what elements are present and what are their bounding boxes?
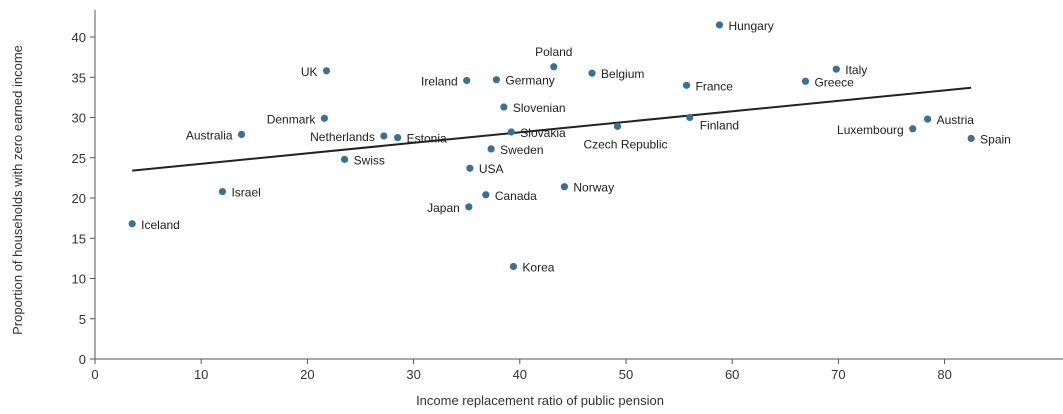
label-estonia: Estonia xyxy=(407,132,447,146)
point-luxembourg xyxy=(909,125,917,133)
point-estonia xyxy=(394,134,402,142)
x-tick-label: 50 xyxy=(619,367,633,382)
point-poland xyxy=(550,63,558,71)
label-korea: Korea xyxy=(522,260,554,274)
label-usa: USA xyxy=(479,162,504,176)
point-israel xyxy=(218,187,227,196)
label-japan: Japan xyxy=(427,201,460,215)
point-austria xyxy=(924,115,932,123)
point-australia xyxy=(237,130,246,139)
point-spain xyxy=(967,134,975,143)
point-netherlands xyxy=(380,132,388,140)
point-korea xyxy=(509,262,518,271)
x-tick-label: 60 xyxy=(725,367,739,382)
label-hungary: Hungary xyxy=(728,19,773,33)
point-france xyxy=(682,81,691,89)
y-tick-label: 10 xyxy=(72,272,86,287)
point-denmark xyxy=(320,114,328,122)
x-axis-ticks: 0 10 20 30 40 50 60 70 80 xyxy=(91,359,952,382)
label-belgium: Belgium xyxy=(601,67,644,81)
trend-line xyxy=(132,86,972,172)
y-tick-label: 25 xyxy=(72,151,86,166)
point-slovakia xyxy=(507,128,515,136)
point-slovenian xyxy=(500,103,508,111)
label-uk: UK xyxy=(301,65,318,79)
label-swiss: Swiss xyxy=(354,153,385,167)
x-axis-title: Income replacement ratio of public pensi… xyxy=(416,393,664,408)
point-canada xyxy=(482,191,490,199)
label-poland: Poland xyxy=(535,45,572,59)
point-italy xyxy=(832,65,840,73)
data-points: Iceland Israel Australia UK Denmark Swiss Neth… xyxy=(128,19,1011,274)
point-hungary xyxy=(715,21,724,29)
label-iceland: Iceland xyxy=(141,218,180,232)
label-luxembourg: Luxembourg xyxy=(837,123,904,137)
point-czech-republic xyxy=(613,122,622,130)
y-tick-label: 15 xyxy=(72,231,86,246)
y-tick-label: 35 xyxy=(72,70,86,85)
point-greece xyxy=(801,77,810,85)
x-tick-label: 10 xyxy=(194,367,208,382)
label-australia: Australia xyxy=(186,128,233,142)
y-axis-ticks: 0 5 10 15 20 25 30 35 40 xyxy=(72,30,95,367)
point-usa xyxy=(466,164,474,172)
label-austria: Austria xyxy=(937,113,975,127)
y-tick-label: 40 xyxy=(72,30,86,45)
point-germany xyxy=(492,76,501,84)
label-greece: Greece xyxy=(814,75,854,89)
point-japan xyxy=(465,203,473,211)
y-tick-label: 0 xyxy=(79,352,86,367)
label-norway: Norway xyxy=(573,181,614,195)
point-belgium xyxy=(588,69,596,77)
label-israel: Israel xyxy=(231,186,260,200)
x-tick-label: 80 xyxy=(937,367,951,382)
x-tick-label: 0 xyxy=(91,367,98,382)
x-tick-label: 30 xyxy=(406,367,420,382)
point-ireland xyxy=(463,76,471,85)
y-axis-title: Proportion of households with zero earne… xyxy=(10,45,25,335)
label-finland: Finland xyxy=(700,119,739,133)
label-sweden: Sweden xyxy=(500,143,543,157)
label-canada: Canada xyxy=(495,189,537,203)
point-finland xyxy=(686,113,694,122)
x-tick-label: 40 xyxy=(513,367,527,382)
label-czech-republic: Czech Republic xyxy=(583,137,667,151)
label-slovenian: Slovenian xyxy=(513,101,566,115)
label-netherlands: Netherlands xyxy=(310,130,375,144)
label-denmark: Denmark xyxy=(267,112,317,126)
point-uk xyxy=(322,67,331,75)
x-tick-label: 70 xyxy=(831,367,845,382)
y-tick-label: 30 xyxy=(72,111,86,126)
x-tick-label: 20 xyxy=(300,367,314,382)
y-tick-label: 5 xyxy=(79,312,86,327)
label-france: France xyxy=(696,79,734,93)
point-norway xyxy=(560,183,569,191)
point-swiss xyxy=(340,155,349,163)
label-spain: Spain xyxy=(980,132,1011,146)
label-slovakia: Slovakia xyxy=(520,126,566,140)
y-tick-label: 20 xyxy=(72,191,86,206)
label-italy: Italy xyxy=(845,63,867,77)
label-germany: Germany xyxy=(505,74,554,88)
point-sweden xyxy=(487,145,495,153)
label-ireland: Ireland xyxy=(421,74,458,88)
point-iceland xyxy=(128,220,136,228)
